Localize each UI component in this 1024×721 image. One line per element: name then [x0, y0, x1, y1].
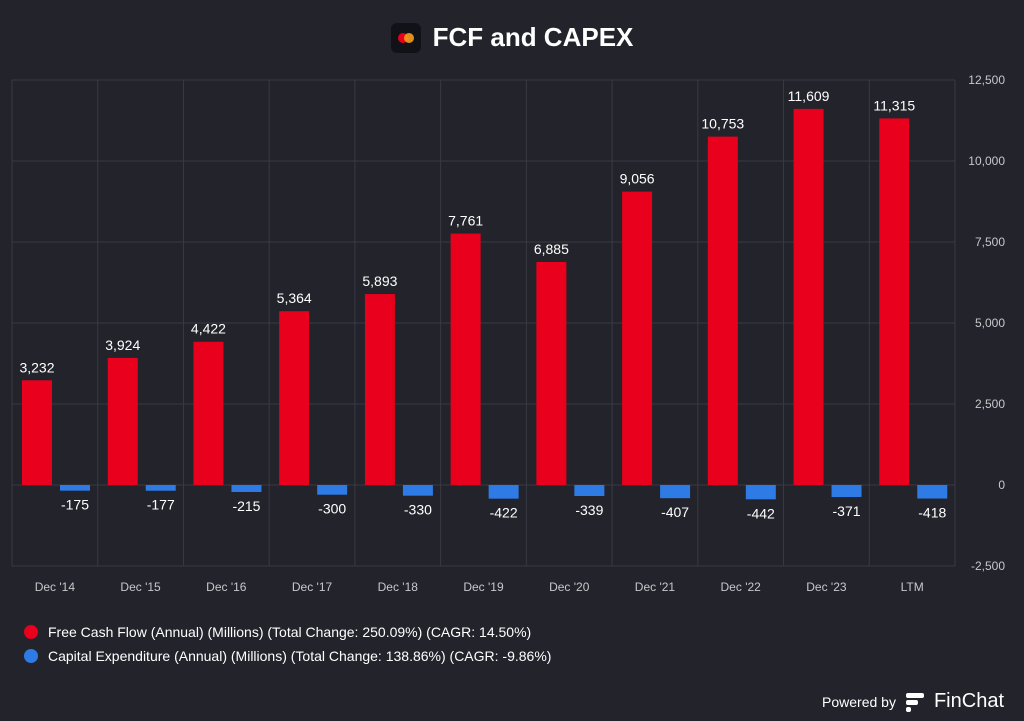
title-text: FCF and CAPEX [432, 22, 634, 52]
capex-bar [574, 485, 605, 496]
data-label: -422 [490, 505, 518, 521]
data-label: 3,924 [105, 337, 140, 353]
capex-bar [402, 485, 433, 496]
data-label: 6,885 [534, 241, 569, 257]
capex-bar [60, 485, 90, 491]
data-label: 4,422 [191, 321, 226, 337]
x-tick-label: Dec '15 [120, 580, 161, 594]
data-label: -418 [918, 505, 946, 521]
company-logo-icon [390, 22, 421, 53]
fcf-bar [536, 261, 567, 485]
legend-dot-icon [24, 649, 38, 663]
fcf-bar [622, 191, 653, 485]
y-tick-label: 7,500 [975, 235, 1005, 249]
data-label: -371 [833, 503, 861, 519]
data-label: -175 [61, 497, 89, 513]
x-tick-label: Dec '16 [206, 580, 247, 594]
x-tick-label: Dec '14 [35, 580, 76, 594]
data-label: 11,609 [788, 88, 830, 104]
powered-by-text: Powered by [822, 693, 896, 710]
legend-label: Free Cash Flow (Annual) (Millions) (Tota… [48, 624, 532, 640]
legend-item-fcf[interactable]: Free Cash Flow (Annual) (Millions) (Tota… [24, 620, 551, 644]
data-label: -330 [404, 502, 432, 518]
data-label: 10,753 [701, 116, 744, 132]
x-tick-label: Dec '17 [292, 580, 333, 594]
fcf-bar [879, 118, 910, 486]
data-label: -177 [147, 497, 175, 513]
legend-item-capex[interactable]: Capital Expenditure (Annual) (Millions) … [24, 644, 551, 668]
data-label: 11,315 [873, 97, 915, 113]
capex-bar [231, 485, 262, 492]
capex-bar [317, 485, 348, 495]
legend: Free Cash Flow (Annual) (Millions) (Tota… [24, 620, 551, 668]
x-tick-label: Dec '20 [549, 580, 590, 594]
y-tick-label: 10,000 [968, 154, 1005, 168]
x-tick-label: Dec '18 [378, 580, 419, 594]
x-tick-label: Dec '23 [806, 580, 847, 594]
y-tick-label: -2,500 [971, 559, 1005, 573]
y-tick-label: 2,500 [975, 397, 1005, 411]
bar-chart: 12,500 10,000 7,500 5,000 2,500 0 -2,500 Dec '1… [11, 73, 1005, 594]
powered-by[interactable]: Powered by FinChat [822, 690, 1004, 713]
fcf-bar [107, 357, 138, 485]
capex-bar [917, 485, 948, 499]
capex-bar [745, 485, 776, 500]
y-tick-label: 0 [998, 478, 1005, 492]
data-label: 3,232 [19, 359, 54, 375]
legend-dot-icon [24, 625, 38, 639]
x-tick-label: Dec '21 [635, 580, 676, 594]
capex-bar [660, 485, 691, 499]
capex-bar [831, 485, 862, 498]
fcf-bar [450, 233, 481, 485]
fcf-bar [707, 136, 738, 486]
fcf-bar [193, 341, 224, 485]
brand-text: FinChat [933, 690, 1004, 712]
data-label: -215 [232, 498, 260, 514]
finchat-logo-icon [905, 692, 924, 712]
data-label: 5,364 [277, 290, 312, 306]
fcf-bar [793, 108, 824, 485]
chart-title: FCF and CAPEX [0, 22, 1024, 53]
data-label: -407 [661, 504, 689, 520]
fcf-bar [22, 380, 52, 485]
data-label: 9,056 [620, 171, 655, 187]
y-tick-label: 5,000 [975, 316, 1005, 330]
x-tick-label: Dec '22 [721, 580, 762, 594]
fcf-bar [279, 311, 310, 485]
data-label: -339 [575, 502, 603, 518]
x-tick-label: LTM [901, 580, 924, 594]
x-tick-label: Dec '19 [463, 580, 504, 594]
data-label: 5,893 [362, 273, 397, 289]
legend-label: Capital Expenditure (Annual) (Millions) … [48, 648, 552, 664]
data-label: 7,761 [448, 213, 483, 229]
capex-bar [488, 485, 519, 499]
data-label: -442 [747, 505, 775, 521]
fcf-bar [364, 294, 395, 485]
data-label: -300 [318, 501, 346, 517]
y-tick-label: 12,500 [968, 73, 1005, 87]
capex-bar [145, 485, 176, 491]
